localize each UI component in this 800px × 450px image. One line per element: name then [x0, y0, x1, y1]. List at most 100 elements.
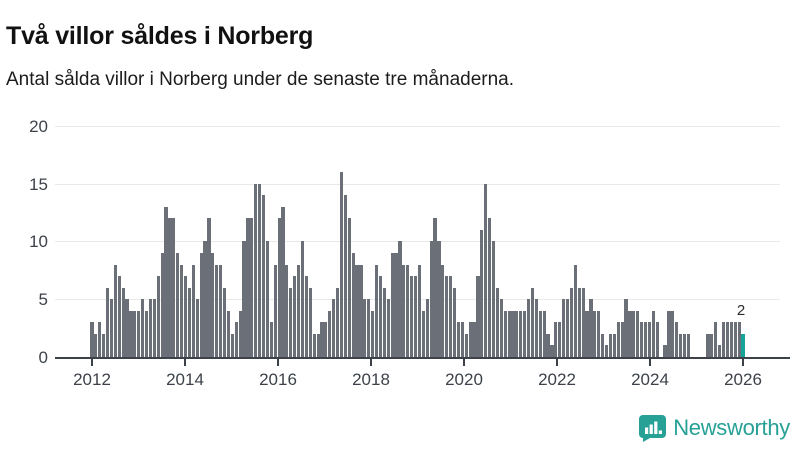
x-axis-tickmark	[742, 359, 744, 366]
bar	[417, 264, 422, 357]
gridline	[55, 241, 780, 243]
bar	[144, 310, 149, 357]
bar	[577, 287, 581, 357]
bar	[265, 241, 269, 357]
bar	[195, 299, 199, 357]
bar	[565, 299, 570, 357]
bar	[433, 218, 437, 357]
bar	[484, 183, 488, 357]
x-axis-tick-label: 2014	[166, 370, 204, 389]
bar	[640, 322, 644, 357]
x-axis-tick-label: 2018	[352, 370, 390, 389]
x-axis-tickmark	[184, 359, 186, 366]
bar	[390, 252, 394, 357]
bar	[297, 264, 301, 357]
bar	[507, 310, 511, 357]
bar	[293, 276, 297, 357]
bar	[616, 322, 620, 357]
bar	[682, 333, 687, 357]
bar	[468, 322, 472, 357]
bar	[285, 264, 289, 357]
bar	[495, 287, 499, 357]
bar	[476, 276, 480, 357]
bar	[371, 310, 375, 357]
bar	[464, 333, 468, 357]
newsworthy-logo-icon	[639, 414, 667, 442]
bar	[133, 310, 137, 357]
bar	[460, 322, 464, 357]
bar	[632, 310, 636, 357]
bar	[671, 310, 675, 357]
bar	[316, 333, 320, 357]
bar	[277, 218, 281, 357]
bar	[355, 264, 359, 357]
bar	[589, 299, 593, 357]
bar	[597, 310, 601, 357]
bar	[113, 264, 117, 357]
bar	[562, 299, 566, 357]
x-axis-tick-label: 2024	[631, 370, 669, 389]
bar	[643, 322, 648, 357]
bar	[324, 322, 328, 357]
bar	[238, 310, 242, 357]
last-value-label: 2	[736, 302, 746, 319]
bar	[425, 299, 429, 357]
bar	[176, 252, 180, 357]
bar	[261, 195, 266, 357]
bar	[289, 287, 293, 357]
bar	[258, 183, 262, 357]
bar	[554, 322, 558, 357]
bar	[441, 264, 445, 357]
bar	[339, 172, 344, 357]
bar	[523, 310, 527, 357]
bar	[456, 322, 461, 357]
y-axis-tick-label: 15	[29, 174, 48, 194]
bar	[491, 241, 496, 357]
bar	[347, 218, 351, 357]
gridline	[55, 125, 780, 127]
bar	[211, 252, 215, 357]
bar	[585, 310, 589, 357]
bar	[721, 322, 726, 357]
bar	[449, 276, 453, 357]
bar	[382, 287, 386, 357]
bar	[527, 299, 531, 357]
x-axis-tickmark	[463, 359, 465, 366]
bar	[581, 287, 585, 357]
bar	[320, 322, 324, 357]
bar	[386, 299, 390, 357]
bar	[406, 264, 410, 357]
bar	[141, 299, 145, 357]
bar-highlighted	[741, 333, 745, 357]
bar	[608, 333, 613, 357]
bar	[647, 322, 652, 357]
bar	[612, 333, 616, 357]
bar	[604, 345, 609, 357]
bar	[546, 333, 550, 357]
bar	[538, 310, 542, 357]
x-axis-tick-label: 2012	[73, 370, 111, 389]
bar	[117, 276, 121, 357]
bar	[499, 299, 503, 357]
bar	[519, 310, 523, 357]
bar	[156, 276, 160, 357]
bar	[679, 333, 683, 357]
x-axis-tickmark	[277, 359, 279, 366]
bar	[706, 333, 710, 357]
bar	[593, 310, 597, 357]
x-axis-tickmark	[556, 359, 558, 366]
bar	[234, 322, 238, 357]
bar	[219, 264, 223, 357]
bar	[663, 345, 667, 357]
bar	[725, 322, 729, 357]
bar	[351, 252, 355, 357]
bar	[109, 299, 114, 357]
bar	[714, 322, 718, 357]
bar	[394, 252, 398, 357]
bar	[601, 333, 605, 357]
bar	[542, 310, 546, 357]
bar	[359, 264, 363, 357]
x-axis-tickmark	[91, 359, 93, 366]
